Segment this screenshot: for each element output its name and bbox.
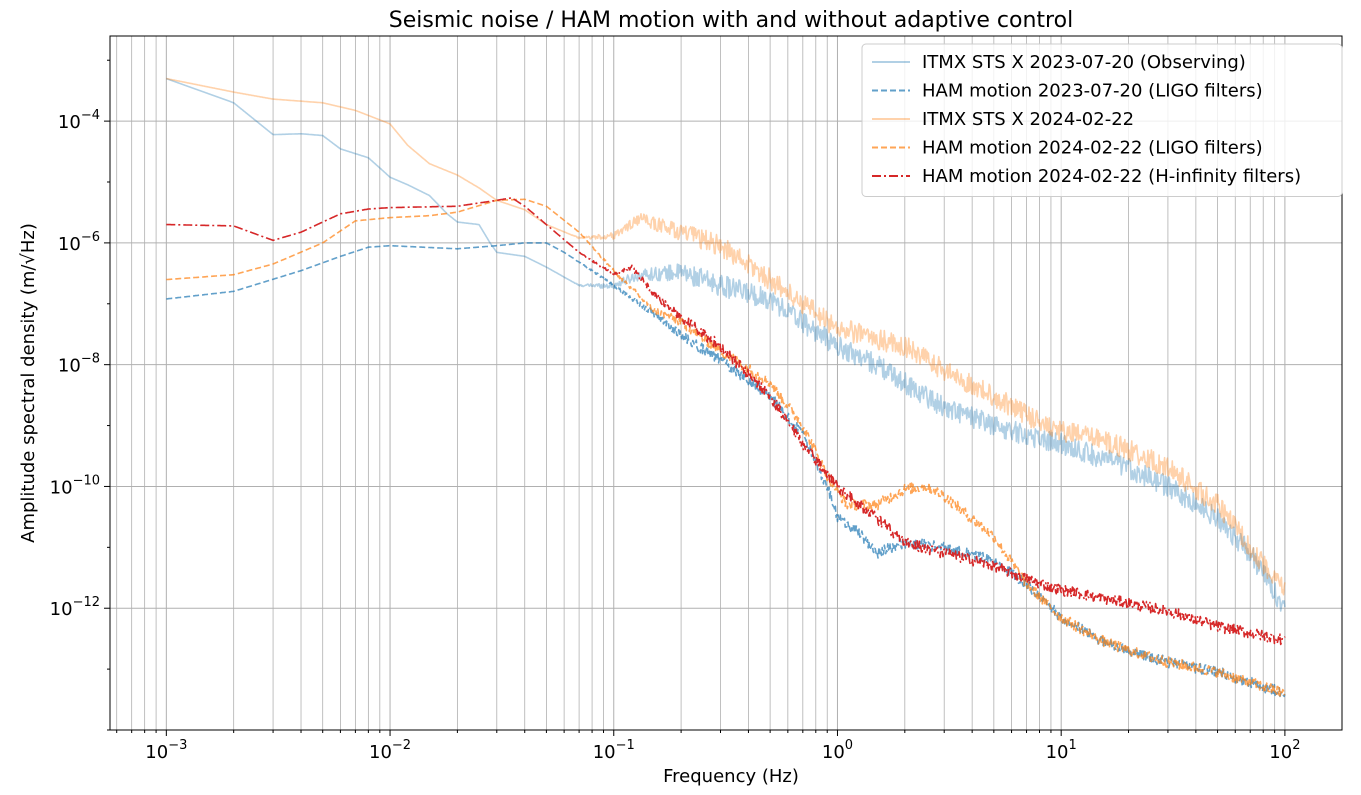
legend-label: HAM motion 2024-02-22 (LIGO filters) bbox=[922, 138, 1263, 159]
y-tick-label: 10−6 bbox=[58, 230, 100, 255]
legend-label: ITMX STS X 2023-07-20 (Observing) bbox=[922, 52, 1246, 73]
grid bbox=[110, 36, 1342, 730]
axis-ticks: 10−3 10−2 10−1 100 101 102 10−12 10−10 10−8 10−6 1… bbox=[50, 59, 1300, 763]
legend-label: HAM motion 2023-07-20 (LIGO filters) bbox=[922, 81, 1263, 102]
series-line bbox=[166, 77, 1286, 612]
y-tick-label: 10−4 bbox=[58, 108, 100, 133]
series-layer bbox=[166, 77, 1286, 698]
chart-title: Seismic noise / HAM motion with and with… bbox=[389, 8, 1073, 33]
x-tick-label: 10−2 bbox=[369, 738, 411, 763]
plot-frame bbox=[109, 35, 1343, 731]
x-tick-label: 10−3 bbox=[145, 738, 187, 763]
legend: ITMX STS X 2023-07-20 (Observing) HAM mot… bbox=[861, 43, 1343, 197]
y-axis-label: Amplitude spectral density (m/√Hz) bbox=[18, 223, 39, 543]
y-tick-label: 10−10 bbox=[50, 473, 100, 498]
x-tick-label: 100 bbox=[822, 738, 853, 763]
x-tick-label: 10−1 bbox=[593, 738, 635, 763]
x-axis-label: Frequency (Hz) bbox=[663, 766, 799, 787]
y-tick-label: 10−12 bbox=[50, 595, 100, 620]
series-line bbox=[166, 77, 1286, 596]
series-line bbox=[166, 198, 1286, 697]
legend-label: ITMX STS X 2024-02-22 bbox=[922, 109, 1134, 130]
legend-box bbox=[861, 43, 1343, 197]
x-tick-label: 101 bbox=[1046, 738, 1077, 763]
x-tick-label: 102 bbox=[1269, 738, 1300, 763]
y-tick-label: 10−8 bbox=[58, 352, 100, 377]
series-line bbox=[166, 197, 1286, 646]
legend-label: HAM motion 2024-02-22 (H-infinity filter… bbox=[922, 166, 1301, 187]
